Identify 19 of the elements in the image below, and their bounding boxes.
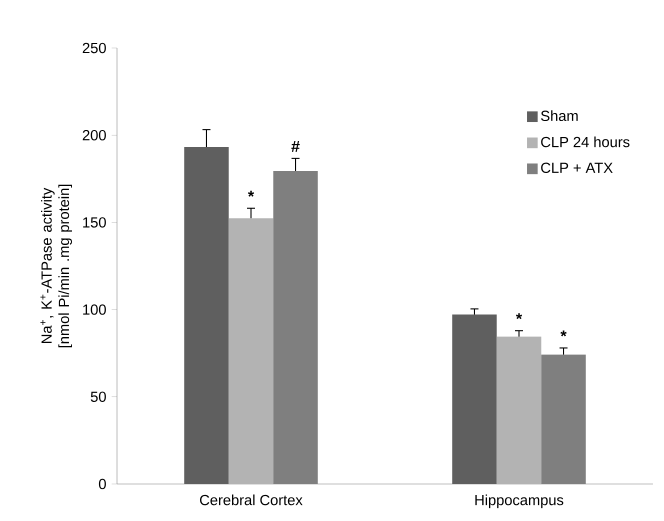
x-tick-label: Cerebral Cortex bbox=[200, 494, 303, 506]
legend-label: CLP 24 hours bbox=[541, 136, 630, 148]
x-tick-label: Hippocampus bbox=[475, 494, 564, 508]
data-label: * bbox=[248, 190, 254, 197]
data-label: # bbox=[291, 141, 300, 152]
bar bbox=[184, 147, 229, 484]
data-label: * bbox=[560, 330, 567, 336]
y-tick-label: 200 bbox=[82, 130, 106, 140]
bar bbox=[452, 314, 497, 484]
legend-label: CLP + ATX bbox=[541, 162, 613, 173]
bar bbox=[228, 218, 274, 484]
legend-label: Sham bbox=[541, 110, 578, 122]
bar bbox=[496, 336, 542, 484]
y-tick-label: 0 bbox=[98, 478, 106, 490]
y-tick-label: 100 bbox=[83, 304, 106, 315]
data-label: * bbox=[516, 313, 522, 320]
y-tick-label: 50 bbox=[90, 392, 106, 402]
y-tick-label: 250 bbox=[82, 42, 106, 54]
y-tick-label: 150 bbox=[83, 217, 106, 228]
